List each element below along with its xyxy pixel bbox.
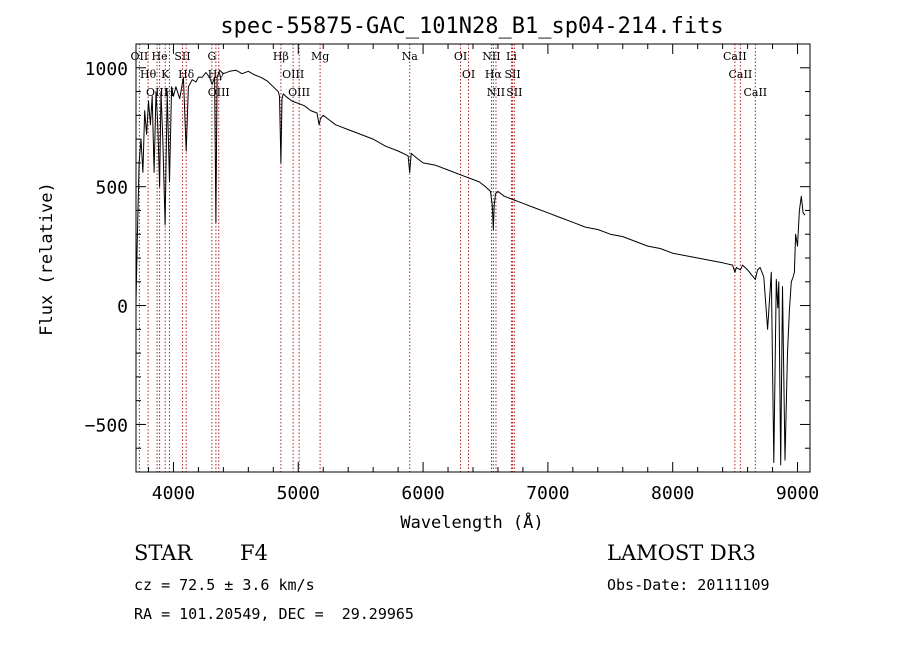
reference-line-label: OIII	[288, 86, 310, 99]
reference-line-label: Hα	[485, 68, 503, 81]
x-axis-label: Wavelength (Å)	[400, 511, 543, 533]
reference-line-label: G	[207, 50, 216, 63]
reference-line-label: Mg	[311, 50, 329, 63]
reference-line-label: OII	[131, 50, 149, 63]
reference-line-label: OIII	[208, 86, 230, 99]
reference-lines	[138, 44, 756, 472]
y-axis-ticks: −500 0 500 1000	[85, 43, 810, 473]
reference-line-label: CaII	[743, 86, 767, 99]
coordinates: RA = 101.20549, DEC = 29.29965	[134, 605, 414, 623]
reference-line-label: NII	[487, 86, 505, 99]
plot-frame	[135, 43, 811, 473]
x-tick-label: 4000	[152, 483, 195, 504]
reference-line-label: H	[165, 86, 175, 99]
y-tick-label: 1000	[85, 59, 128, 80]
reference-line-label: OI	[454, 50, 467, 63]
x-axis-ticks: 4000 5000 6000 7000 8000 9000	[147, 44, 819, 504]
obs-date: Obs-Date: 20111109	[607, 576, 770, 594]
x-tick-label: 8000	[651, 483, 694, 504]
object-subclass: F4	[240, 541, 268, 565]
reference-line-label: OIII	[146, 86, 168, 99]
reference-line-label: CaII	[723, 50, 747, 63]
reference-line-label: K	[161, 68, 170, 81]
reference-line-label: SII	[506, 86, 522, 99]
x-tick-label: 6000	[401, 483, 444, 504]
reference-line-label: CaII	[729, 68, 753, 81]
redshift-readout: cz = 72.5 ± 3.6 km/s	[134, 576, 315, 594]
reference-line-label: Hθ	[140, 68, 157, 81]
spectrum-line	[135, 69, 806, 466]
y-tick-label: −500	[85, 415, 128, 436]
reference-line-label: NII	[482, 50, 500, 63]
x-tick-label: 7000	[526, 483, 569, 504]
reference-line-label: Li	[506, 50, 517, 63]
reference-line-label: OI	[462, 68, 475, 81]
x-tick-label: 9000	[776, 483, 819, 504]
reference-line-label: SII	[174, 50, 190, 63]
reference-line-label: Hβ	[273, 50, 289, 63]
object-class: STAR	[134, 541, 193, 565]
y-axis-label: Flux (relative)	[37, 182, 57, 336]
reference-line-label: OIII	[282, 68, 304, 81]
reference-line-label: He	[152, 50, 168, 63]
y-tick-label: 0	[117, 297, 128, 318]
reference-line-label: SII	[504, 68, 520, 81]
reference-line-label: Hδ	[178, 68, 195, 81]
x-tick-label: 5000	[277, 483, 320, 504]
y-tick-label: 500	[95, 178, 128, 199]
reference-line-label: Na	[402, 50, 419, 63]
survey-name: LAMOST DR3	[607, 541, 756, 565]
chart-title: spec-55875-GAC_101N28_B1_sp04-214.fits	[220, 14, 723, 39]
